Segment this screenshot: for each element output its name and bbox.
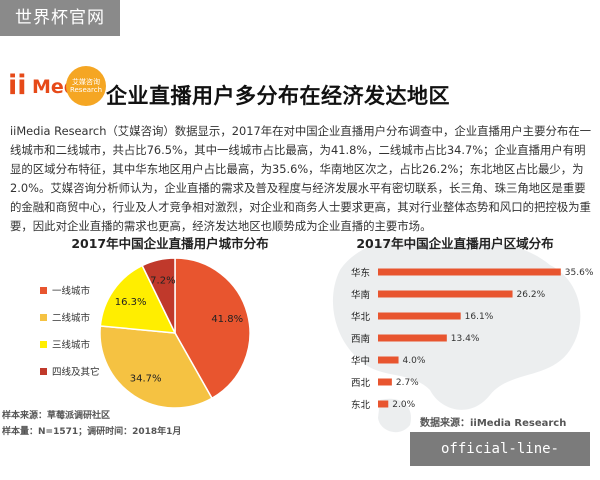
pie-chart: 2017年中国企业直播用户城市分布 41.8% 34.7% 16.3%7.2% 一线城… xyxy=(40,236,269,409)
bar-value-label-4: 13.4% xyxy=(451,334,480,344)
bar-chart: 2017年中国企业直播用户区域分布 华东 35.6% 华南 26.2% 华北 16.1% 西… xyxy=(351,236,594,411)
bar-5 xyxy=(378,356,399,364)
bar-chart-title: 2017年中国企业直播用户区域分布 xyxy=(356,236,554,251)
watermark-bottom: official-line-fifa.com xyxy=(410,432,590,480)
pie-legend-swatch-2 xyxy=(40,314,47,321)
pie-slice-2 xyxy=(99,325,213,409)
pie-value-label-1: 41.8% xyxy=(211,314,243,325)
pie-legend-swatch-3 xyxy=(40,341,47,348)
summary-paragraph: iiMedia Research（艾媒咨询）数据显示，2017年在对中国企业直播… xyxy=(10,124,592,233)
bar-value-label-1: 35.6% xyxy=(565,268,594,278)
bar-2 xyxy=(378,290,513,298)
bar-category-label-5: 华中 xyxy=(351,355,370,367)
bar-category-label-2: 华南 xyxy=(351,289,370,301)
bar-4 xyxy=(378,334,447,342)
bar-1 xyxy=(378,268,561,276)
bar-value-label-3: 16.1% xyxy=(465,312,494,322)
sample-size-note: 样本量：N=1571；调研时间：2018年1月 xyxy=(2,427,182,437)
bar-category-label-4: 西南 xyxy=(351,333,370,345)
bar-3 xyxy=(378,312,461,320)
pie-value-label-3: 16.3% xyxy=(115,297,147,308)
logo-badge-line2: Research xyxy=(69,86,103,94)
pie-slice-4 xyxy=(141,257,176,334)
pie-slice-1 xyxy=(174,257,251,400)
pie-legend-label-2: 二线城市 xyxy=(52,312,91,324)
imedia-logo: ii Media 艾媒咨询 Research xyxy=(8,66,106,112)
logo-badge: 艾媒咨询 Research xyxy=(66,66,106,106)
bar-6 xyxy=(378,378,392,386)
pie-legend-swatch-1 xyxy=(40,287,47,294)
pie-legend-label-4: 四线及其它 xyxy=(52,366,100,378)
sample-source-note: 样本来源：草莓派调研社区 xyxy=(2,411,111,421)
logo-ii: ii xyxy=(8,70,27,101)
bar-value-label-2: 26.2% xyxy=(517,290,546,300)
pie-value-label-4: 7.2% xyxy=(150,275,175,286)
bar-category-label-3: 华北 xyxy=(351,311,371,323)
bar-category-label-7: 东北 xyxy=(351,399,371,411)
pie-legend-label-3: 三线城市 xyxy=(52,339,91,351)
bar-category-label-6: 西北 xyxy=(351,378,371,389)
logo-badge-line1: 艾媒咨询 xyxy=(72,78,100,86)
pie-legend-label-1: 一线城市 xyxy=(52,285,91,297)
pie-chart-title: 2017年中国企业直播用户城市分布 xyxy=(71,236,269,251)
pie-legend-swatch-4 xyxy=(40,368,47,375)
watermark-top: 世界杯官网 xyxy=(0,0,120,36)
bar-7 xyxy=(378,400,389,408)
bar-value-label-6: 2.7% xyxy=(396,378,419,388)
pie-slice-3 xyxy=(99,264,177,334)
page-title: 企业直播用户多分布在经济发达地区 xyxy=(106,84,450,108)
pie-value-label-2: 34.7% xyxy=(130,373,162,384)
bar-value-label-5: 4.0% xyxy=(403,356,426,366)
bar-category-label-1: 华东 xyxy=(351,267,370,279)
bar-value-label-7: 2.0% xyxy=(392,400,415,410)
data-source-note: 数据来源：iiMedia Research xyxy=(420,418,567,429)
